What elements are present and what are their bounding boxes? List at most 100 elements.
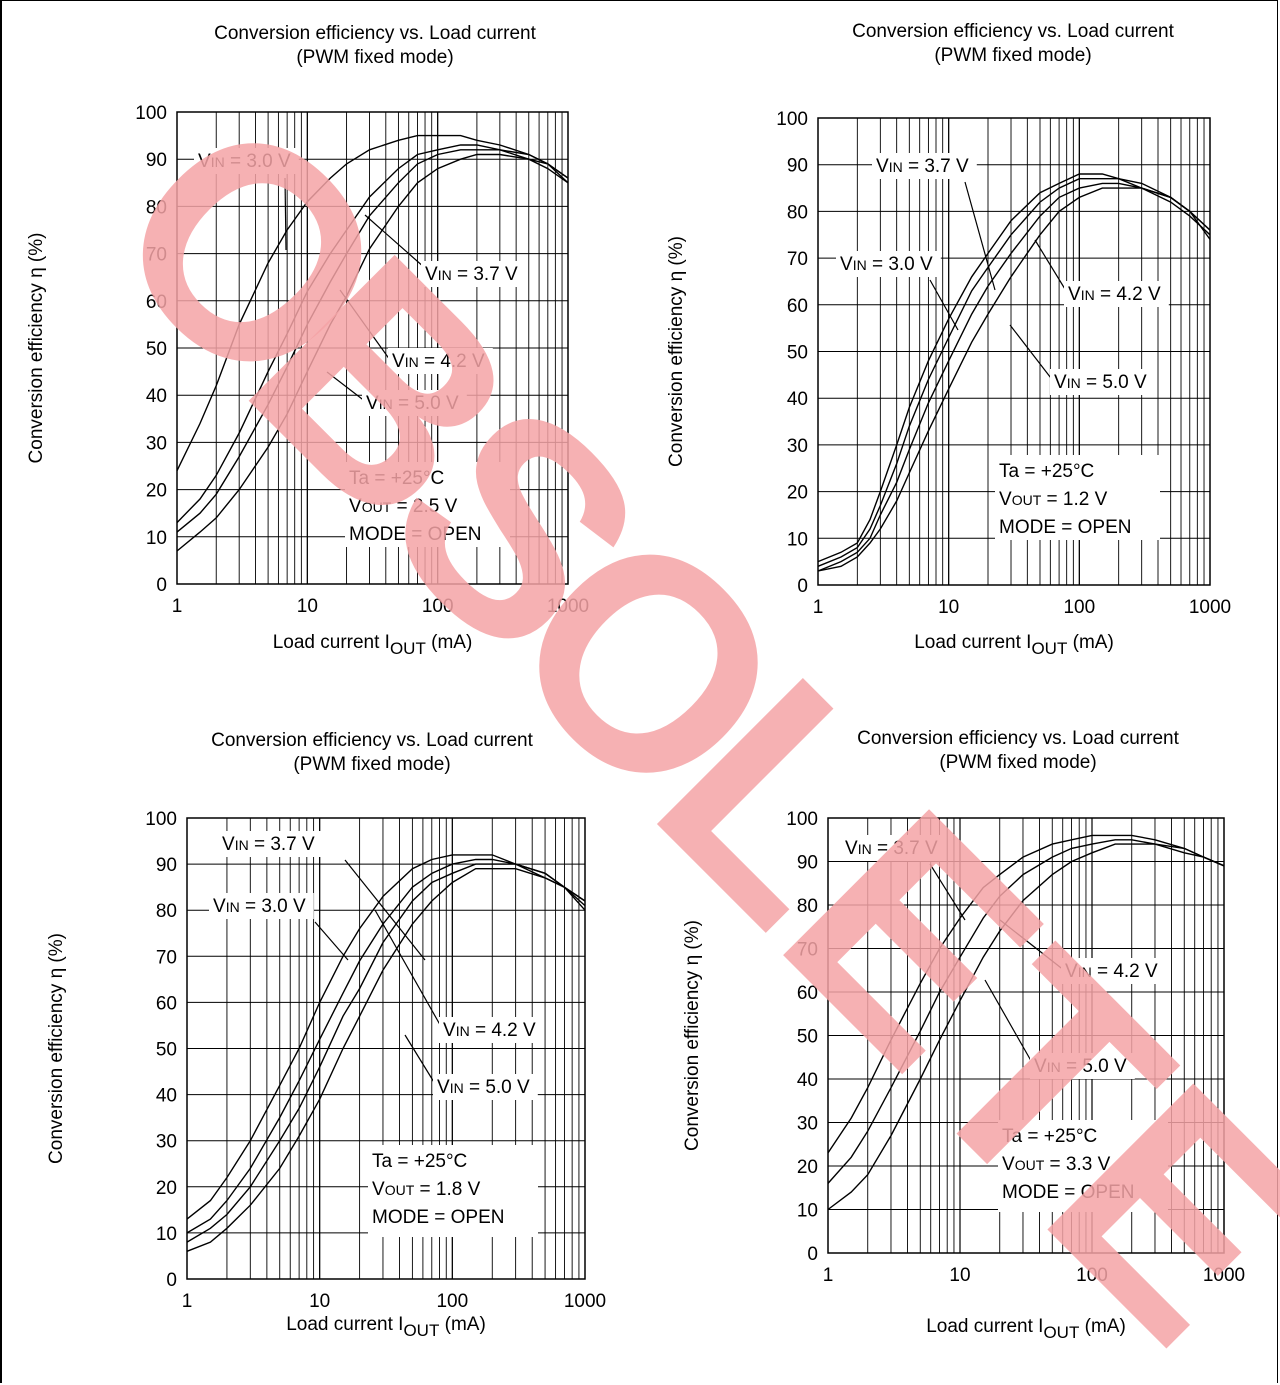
series-line xyxy=(186,863,586,1243)
y-tick-label: 20 xyxy=(146,481,167,502)
leader-line xyxy=(1009,324,1055,383)
x-axis-label: Load current IOUT (mA) xyxy=(286,1314,486,1340)
y-tick-label: 50 xyxy=(156,1040,177,1061)
series-label-bg xyxy=(1064,281,1169,307)
chart-1-title-block: Conversion efficiency vs. Load current (… xyxy=(175,22,575,70)
y-tick-label: 50 xyxy=(797,1027,818,1048)
series-label-bg xyxy=(362,390,467,416)
x-tick-label: 1 xyxy=(172,596,183,617)
series-label-bg xyxy=(209,893,314,919)
leader-line xyxy=(404,1034,438,1088)
chart-title: Conversion efficiency vs. Load current xyxy=(857,728,1179,749)
leader-line xyxy=(284,177,287,251)
condition-text: Ta = +25°C xyxy=(999,461,1094,482)
series-label: VIN = 5.0 V xyxy=(1034,1056,1127,1077)
x-tick-label: 1000 xyxy=(1189,597,1231,618)
series-label: VIN = 3.7 V xyxy=(425,264,518,285)
y-tick-label: 60 xyxy=(797,983,818,1004)
y-tick-label: 60 xyxy=(156,993,177,1014)
series-label: VIN = 3.0 V xyxy=(198,151,291,172)
y-tick-label: 40 xyxy=(156,1086,177,1107)
leader-line xyxy=(339,289,391,361)
series-line xyxy=(176,153,569,552)
x-tick-label: 1 xyxy=(182,1291,193,1312)
plot-frame xyxy=(817,117,1211,586)
y-tick-label: 90 xyxy=(797,853,818,874)
condition-text: VOUT = 1.2 V xyxy=(999,489,1108,510)
y-tick-label: 80 xyxy=(156,901,177,922)
x-tick-label: 100 xyxy=(1063,597,1095,618)
series-label: VIN = 5.0 V xyxy=(437,1077,530,1098)
x-axis-label: Load current IOUT (mA) xyxy=(273,632,473,658)
conditions-box xyxy=(995,455,1160,540)
y-tick-label: 80 xyxy=(146,197,167,218)
chart-subtitle: (PWM fixed mode) xyxy=(939,752,1097,773)
series-line xyxy=(827,834,1225,1154)
series-label: VIN = 4.2 V xyxy=(1065,961,1158,982)
plot-frame xyxy=(186,817,586,1280)
series-label-bg xyxy=(872,153,977,179)
y-tick-label: 90 xyxy=(146,150,167,171)
series-label-bg xyxy=(836,251,941,277)
series-line xyxy=(817,187,1211,572)
y-tick-label: 100 xyxy=(786,809,818,830)
condition-text: Ta = +25°C xyxy=(1002,1126,1097,1147)
condition-text: MODE = OPEN xyxy=(349,524,482,545)
leader-line xyxy=(344,859,426,961)
y-tick-label: 90 xyxy=(156,855,177,876)
y-tick-label: 70 xyxy=(797,940,818,961)
leader-line xyxy=(374,909,444,1031)
series-label: VIN = 5.0 V xyxy=(1054,372,1147,393)
y-tick-label: 90 xyxy=(787,156,808,177)
plot-frame xyxy=(827,817,1225,1254)
y-axis-label: Conversion efficiency η (%) xyxy=(26,233,47,464)
chart-title: Conversion efficiency vs. Load current xyxy=(211,730,533,751)
chart-2-title-block: Conversion efficiency vs. Load current (… xyxy=(813,20,1213,68)
y-tick-label: 0 xyxy=(807,1244,818,1265)
series-label: VIN = 3.7 V xyxy=(876,156,969,177)
series-label: VIN = 3.0 V xyxy=(213,896,306,917)
x-axis-label: Load current IOUT (mA) xyxy=(914,632,1114,658)
series-label: VIN = 4.2 V xyxy=(1068,284,1161,305)
x-tick-label: 10 xyxy=(297,596,318,617)
series-label-bg xyxy=(421,261,526,287)
chart-subtitle: (PWM fixed mode) xyxy=(296,47,454,68)
chart-title: Conversion efficiency vs. Load current xyxy=(852,21,1174,42)
series-label-bg xyxy=(439,1017,544,1043)
condition-text: MODE = OPEN xyxy=(1002,1182,1135,1203)
series-line xyxy=(827,843,1225,1211)
condition-text: VOUT = 2.5 V xyxy=(349,496,458,517)
y-tick-label: 10 xyxy=(146,528,167,549)
y-tick-label: 0 xyxy=(797,576,808,597)
y-tick-label: 40 xyxy=(797,1070,818,1091)
x-tick-label: 1000 xyxy=(1203,1265,1245,1286)
chart-4-title-block: Conversion efficiency vs. Load current (… xyxy=(818,727,1218,775)
y-tick-label: 70 xyxy=(787,249,808,270)
series-label: VIN = 3.7 V xyxy=(845,838,938,859)
x-axis-label: Load current IOUT (mA) xyxy=(926,1316,1126,1342)
leader-line xyxy=(964,181,996,291)
series-label: VIN = 3.0 V xyxy=(840,254,933,275)
y-tick-label: 20 xyxy=(797,1157,818,1178)
series-label-bg xyxy=(433,1074,538,1100)
chart-subtitle: (PWM fixed mode) xyxy=(934,45,1092,66)
series-line xyxy=(817,178,1211,567)
leader-line xyxy=(1034,239,1069,295)
y-tick-label: 30 xyxy=(146,433,167,454)
condition-text: MODE = OPEN xyxy=(372,1207,505,1228)
y-tick-label: 50 xyxy=(146,339,167,360)
y-tick-label: 100 xyxy=(145,809,177,830)
y-tick-label: 20 xyxy=(156,1178,177,1199)
leader-line xyxy=(314,921,349,961)
y-axis-label: Conversion efficiency η (%) xyxy=(682,920,703,1151)
x-tick-label: 10 xyxy=(938,597,959,618)
series-label: VIN = 4.2 V xyxy=(443,1020,536,1041)
series-label: VIN = 3.7 V xyxy=(222,834,315,855)
y-tick-label: 0 xyxy=(166,1270,177,1291)
series-label-bg xyxy=(388,348,493,374)
leader-line xyxy=(984,979,1035,1067)
